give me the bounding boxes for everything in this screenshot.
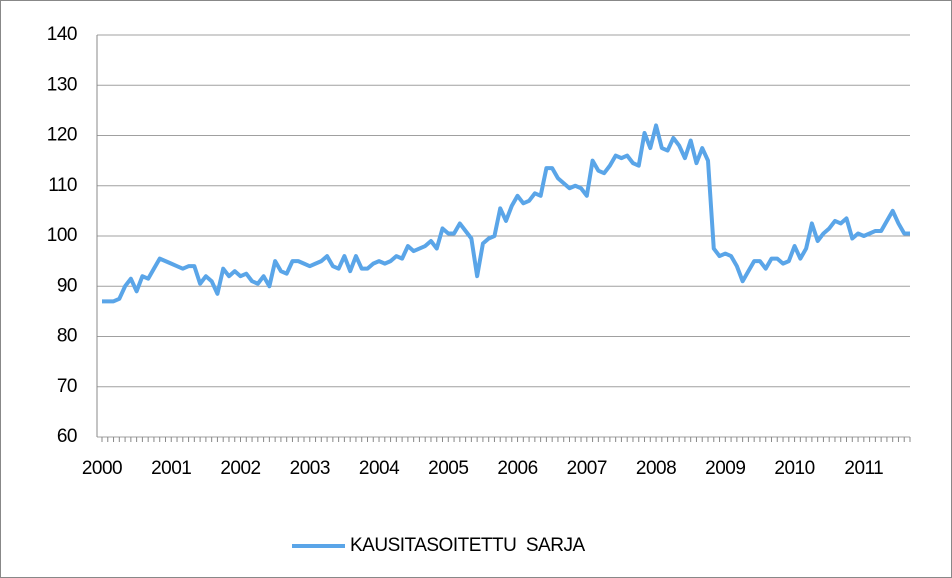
x-tick-label: 2001 (151, 458, 191, 479)
data-line (102, 123, 910, 304)
x-tick-label: 2000 (82, 458, 122, 479)
x-tick-label: 2002 (220, 458, 260, 479)
x-tick-label: 2011 (844, 458, 883, 479)
x-tick-label: 2003 (290, 458, 330, 479)
y-tick-label: 70 (57, 376, 77, 397)
y-tick-label: 130 (47, 74, 77, 95)
x-tick-label: 2008 (636, 458, 676, 479)
y-tick-label: 60 (57, 426, 77, 447)
x-tick-label: 2006 (497, 458, 537, 479)
y-tick-label: 110 (48, 175, 77, 196)
y-tick-label: 140 (47, 24, 77, 45)
x-tick-label: 2007 (567, 458, 607, 479)
x-tick-label: 2005 (428, 458, 468, 479)
x-tick-label: 2009 (705, 458, 745, 479)
legend-label: KAUSITASOITETTU SARJA (350, 535, 585, 556)
x-tick-label: 2010 (774, 458, 814, 479)
y-tick-label: 100 (47, 225, 77, 246)
y-tick-label: 80 (57, 326, 77, 347)
y-tick-label: 90 (57, 275, 77, 296)
x-tick-label: 2004 (359, 458, 400, 479)
y-tick-label: 120 (47, 125, 77, 146)
